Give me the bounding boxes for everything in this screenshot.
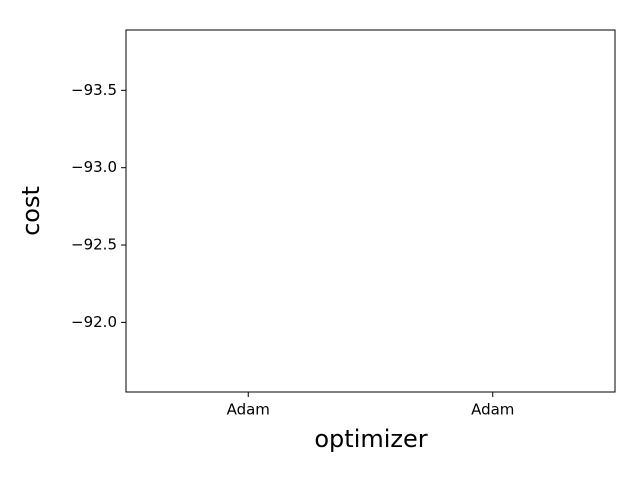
y-tick-label: −92.0 <box>71 313 117 331</box>
x-tick-label: Adam <box>227 401 270 419</box>
x-axis-label: optimizer <box>314 425 427 453</box>
y-tick-label: −93.0 <box>71 158 117 176</box>
y-tick-label: −92.5 <box>71 236 117 254</box>
x-tick-label: Adam <box>471 401 514 419</box>
y-tick-label: −93.5 <box>71 81 117 99</box>
plot-frame <box>125 29 616 393</box>
y-axis-label: cost <box>17 186 45 236</box>
